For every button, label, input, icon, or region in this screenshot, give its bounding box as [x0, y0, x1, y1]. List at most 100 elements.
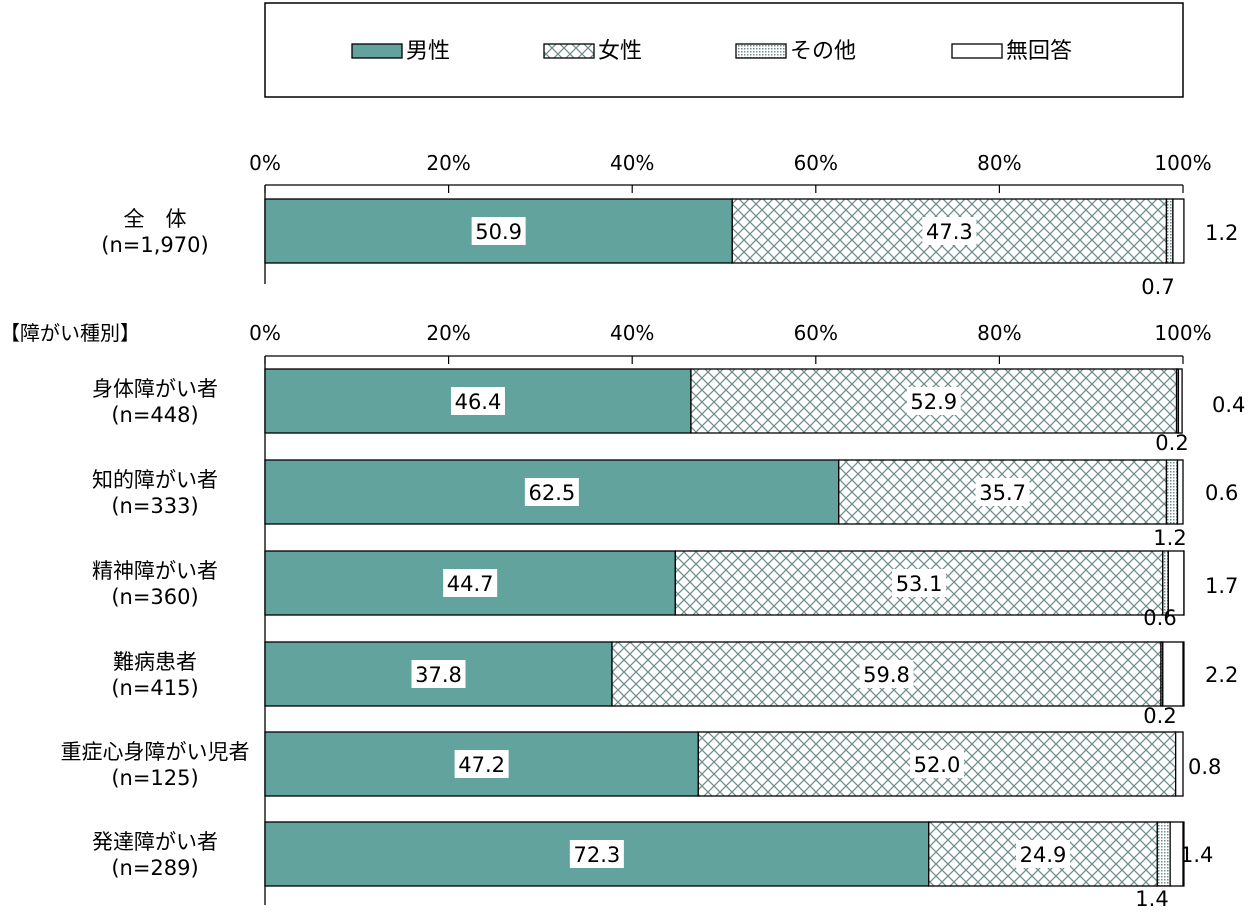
x-tick-label: 60% [794, 321, 838, 345]
small-data-label-2: 0.6 [1143, 606, 1176, 630]
category-n: (n=333) [111, 494, 198, 518]
data-label-1: 35.7 [975, 478, 1030, 506]
data-label-text: 47.3 [926, 220, 973, 244]
category-name: 知的障がい者 [92, 468, 218, 492]
data-label-1: 53.1 [892, 569, 947, 597]
bar-row-2 [264, 459, 1184, 525]
category-n: (n=448) [111, 403, 198, 427]
leader-line [1183, 821, 1185, 887]
category-label-3: 精神障がい者(n=360) [92, 559, 218, 609]
data-label-bg [892, 569, 947, 597]
data-label-text: 37.8 [415, 663, 462, 687]
small-data-label-3: 1.2 [1205, 221, 1238, 245]
bar-segment-3 [1172, 198, 1185, 264]
data-label-0: 37.8 [411, 660, 466, 688]
labels: 全 体(n=1,970) 50.9 47.3 0.7 1.2 身体障がい者(n=448) 4… [61, 207, 1246, 911]
category-label-0: 全 体(n=1,970) [101, 207, 208, 257]
bar-row-5 [264, 731, 1184, 797]
small-data-label-2: 0.2 [1155, 431, 1188, 455]
small-data-label-3: 0.6 [1205, 481, 1238, 505]
small-data-label-2: 0.7 [1141, 275, 1174, 299]
data-label-text: 47.2 [458, 753, 505, 777]
data-label-text: 35.7 [979, 481, 1026, 505]
data-label-bg [524, 478, 579, 506]
category-name: 身体障がい者 [92, 377, 218, 401]
data-label-1: 24.9 [1016, 840, 1071, 868]
data-label-text: 52.0 [914, 753, 961, 777]
x-tick-label: 40% [610, 321, 654, 345]
bar-segment-2 [1165, 459, 1179, 525]
legend-swatch [543, 43, 595, 59]
data-label-bg [569, 840, 624, 868]
bar-row-4 [264, 641, 1184, 707]
category-n: (n=415) [111, 676, 198, 700]
x-tick-label: 0% [249, 151, 281, 175]
small-data-label-3: 2.2 [1205, 663, 1238, 687]
x-tick-label: 20% [426, 321, 470, 345]
data-label-bg [909, 750, 964, 778]
data-label-0: 50.9 [471, 217, 526, 245]
legend-swatch [351, 43, 403, 59]
legend-swatch [951, 43, 1003, 59]
data-label-text: 53.1 [896, 572, 943, 596]
category-label-4: 難病患者(n=415) [111, 650, 198, 700]
bar-segment-3 [1176, 459, 1184, 525]
small-data-label-3: 1.4 [1180, 843, 1213, 867]
bar-row-0 [264, 198, 1185, 264]
small-data-label-2: 0.2 [1143, 704, 1176, 728]
category-n: (n=289) [111, 856, 198, 880]
category-name: 重症心身障がい児者 [61, 740, 250, 764]
legend-item-1: 女性 [543, 39, 642, 64]
category-label-1: 身体障がい者(n=448) [92, 377, 218, 427]
category-label-5: 重症心身障がい児者(n=125) [61, 740, 250, 790]
data-label-bg [906, 387, 961, 415]
bar-row-3 [264, 550, 1185, 616]
category-name: 発達障がい者 [92, 830, 218, 854]
legend-label: 女性 [598, 39, 642, 64]
category-name: 精神障がい者 [92, 559, 218, 583]
axes: 0% 20% 40% 60% 80% 100% 0% 20% 40% 60% 80% 100% 【障がい… [0, 151, 1212, 905]
legend: 男性 女性 その他 無回答 [264, 2, 1184, 98]
legend-box [264, 2, 1184, 98]
category-name: 全 体 [124, 207, 187, 231]
x-tick-label: 80% [977, 321, 1021, 345]
legend-label: その他 [790, 39, 856, 64]
data-label-text: 52.9 [910, 390, 957, 414]
data-label-1: 47.3 [922, 217, 977, 245]
data-label-1: 52.9 [906, 387, 961, 415]
small-data-label-2: 1.2 [1153, 526, 1186, 550]
category-name: 難病患者 [113, 650, 197, 674]
x-axis-1: 0% 20% 40% 60% 80% 100% [249, 321, 1212, 905]
small-data-label-3: 1.7 [1205, 574, 1238, 598]
data-label-text: 24.9 [1020, 843, 1067, 867]
data-label-0: 47.2 [454, 750, 509, 778]
legend-label: 男性 [406, 39, 450, 64]
data-label-bg [859, 660, 914, 688]
small-data-label-2: 1.4 [1135, 887, 1168, 911]
data-label-text: 50.9 [475, 220, 522, 244]
bar-segment-3 [1177, 368, 1183, 434]
x-tick-label: 20% [426, 151, 470, 175]
category-n: (n=1,970) [101, 233, 208, 257]
data-label-bg [471, 217, 526, 245]
leader-line [1183, 550, 1185, 616]
x-tick-label: 60% [794, 151, 838, 175]
bar-segment-3 [1162, 641, 1184, 707]
data-label-bg [450, 387, 505, 415]
data-label-bg [975, 478, 1030, 506]
data-label-bg [1016, 840, 1071, 868]
bar-segment-2 [1156, 821, 1171, 887]
x-tick-label: 0% [249, 321, 281, 345]
bar-segment-2 [1165, 198, 1174, 264]
legend-item-0: 男性 [351, 39, 450, 64]
x-axis-0: 0% 20% 40% 60% 80% 100% [249, 151, 1212, 284]
category-n: (n=360) [111, 585, 198, 609]
data-label-bg [411, 660, 466, 688]
data-label-bg [443, 569, 498, 597]
data-label-text: 59.8 [863, 663, 910, 687]
x-tick-label: 100% [1154, 151, 1211, 175]
legend-label: 無回答 [1006, 39, 1072, 64]
bar-row-1 [264, 368, 1183, 434]
category-label-6: 発達障がい者(n=289) [92, 830, 218, 880]
